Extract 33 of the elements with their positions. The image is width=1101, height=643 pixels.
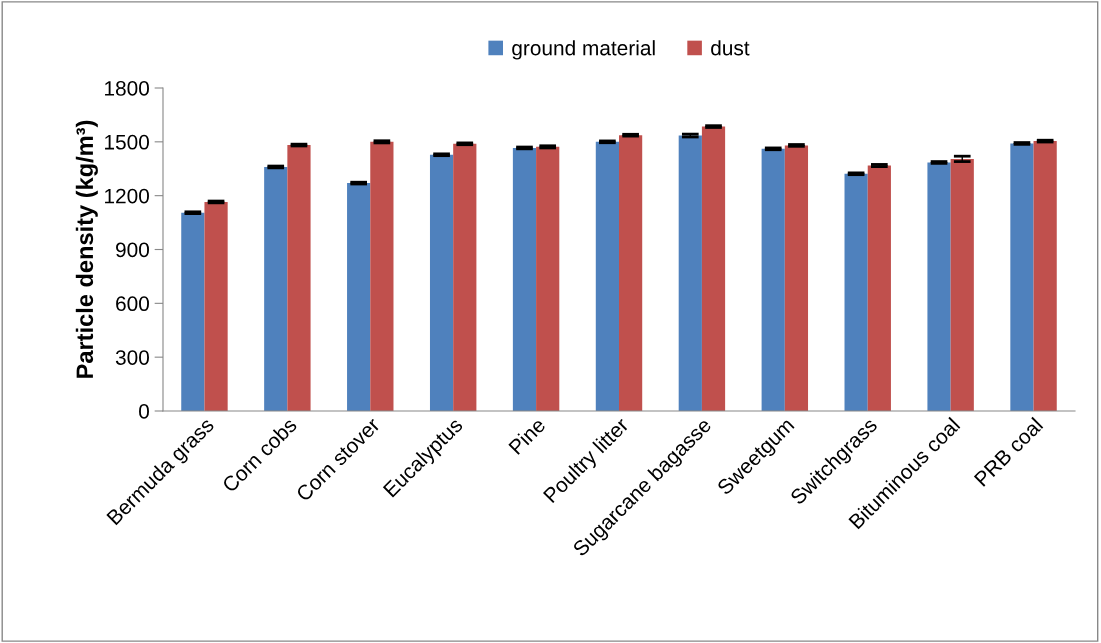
legend-label: ground material [512, 40, 655, 60]
bar [619, 135, 643, 411]
bar [678, 135, 702, 411]
bar [512, 147, 537, 411]
bar [429, 154, 454, 411]
y-tick-label: 1800 [105, 81, 149, 96]
y-tick-label: 0 [139, 404, 149, 419]
bar [950, 158, 974, 411]
bar [784, 145, 809, 411]
bar [536, 146, 560, 411]
bar [1010, 143, 1034, 411]
bar [370, 141, 394, 411]
y-tick-label: 600 [116, 296, 149, 312]
bar [701, 126, 726, 411]
bar [1033, 141, 1057, 411]
y-axis-title: Particle density (kg/m³) [75, 120, 98, 378]
x-tick-label: Pine [507, 416, 547, 455]
bar [761, 148, 785, 411]
bar [453, 143, 477, 411]
bar [204, 201, 228, 411]
legend-label: dust [711, 40, 750, 56]
bar [264, 166, 288, 411]
bar [595, 141, 619, 411]
y-tick-label: 1500 [105, 134, 149, 150]
bar [927, 162, 951, 411]
bar [347, 183, 371, 411]
bar [287, 145, 311, 411]
bar [867, 165, 891, 411]
y-tick-label: 900 [116, 242, 149, 258]
y-tick-label: 1200 [105, 188, 149, 204]
bar [181, 212, 205, 411]
bar [844, 173, 868, 411]
y-tick-label: 300 [115, 350, 149, 365]
